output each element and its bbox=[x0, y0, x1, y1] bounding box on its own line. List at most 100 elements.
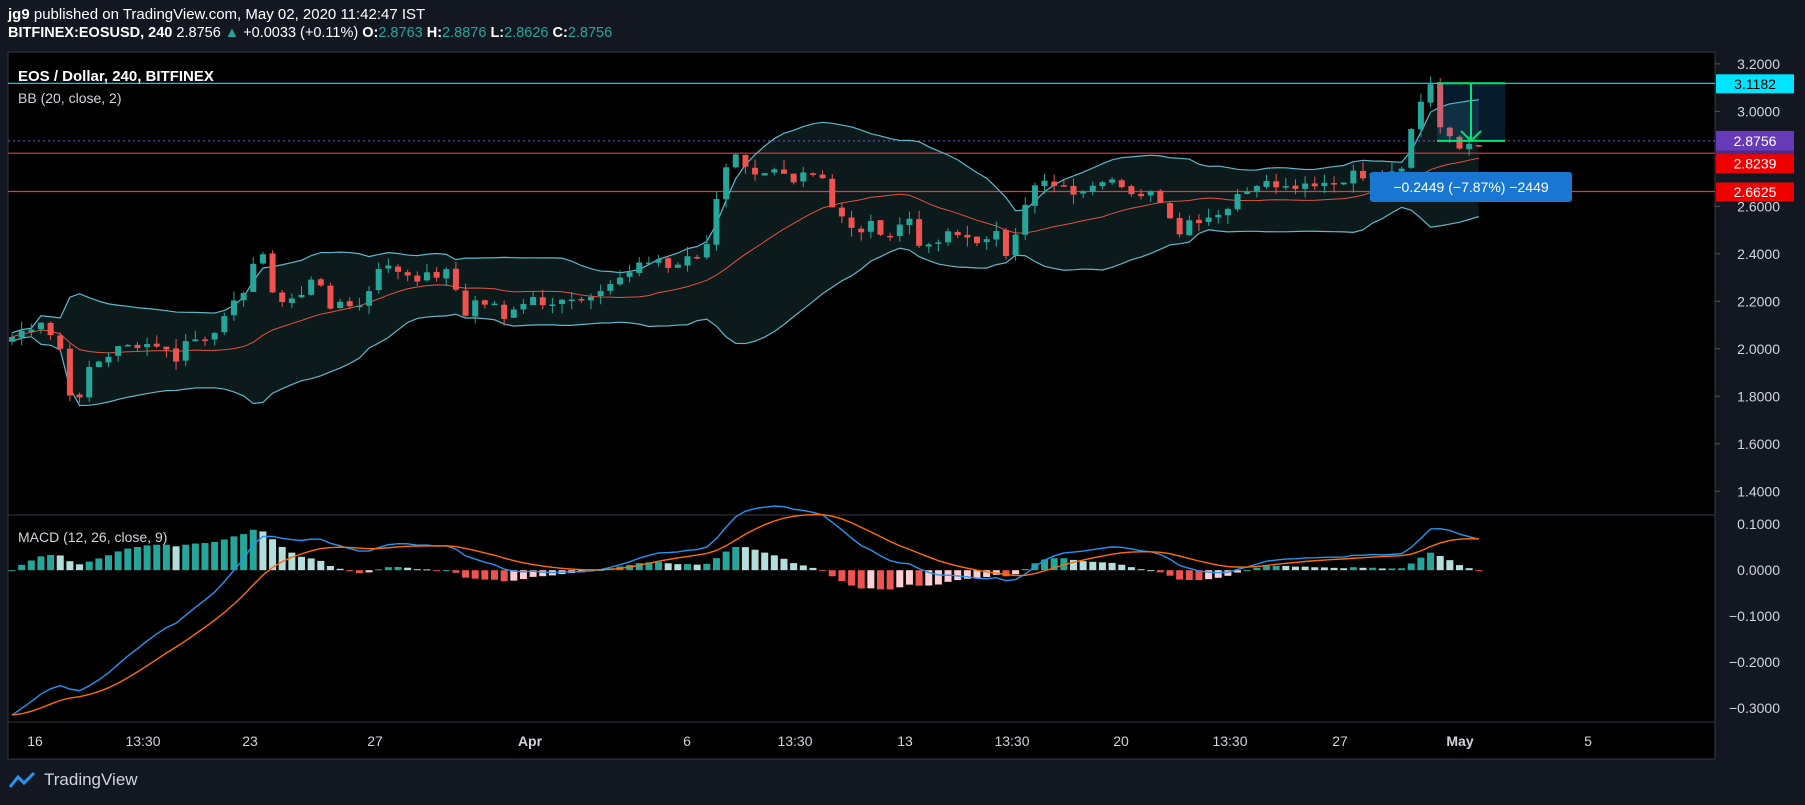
candle-body bbox=[1340, 182, 1347, 185]
macd-histogram-bar bbox=[278, 546, 286, 571]
macd-histogram-bar bbox=[1330, 567, 1338, 571]
candle-body bbox=[163, 346, 170, 350]
macd-histogram-bar bbox=[809, 567, 817, 571]
macd-histogram-bar bbox=[1079, 561, 1087, 571]
candle-body bbox=[1070, 185, 1077, 195]
candle-body bbox=[906, 218, 913, 226]
candle-body bbox=[221, 316, 228, 333]
level-2-tag-bg bbox=[1716, 182, 1794, 202]
macd-histogram-bar bbox=[249, 529, 257, 571]
macd-histogram-bar bbox=[539, 570, 547, 577]
candle-body bbox=[202, 339, 208, 341]
candle-body bbox=[1109, 179, 1116, 183]
bb-indicator-label[interactable]: BB (20, close, 2) bbox=[18, 90, 122, 106]
price-tick-label: 3.0000 bbox=[1737, 103, 1780, 119]
level-1-tag-bg bbox=[1716, 154, 1794, 174]
candle-body bbox=[491, 303, 498, 306]
candle-body bbox=[983, 239, 990, 243]
macd-histogram-bar bbox=[655, 561, 663, 571]
candle-body bbox=[694, 257, 701, 259]
candle-body bbox=[105, 356, 112, 363]
macd-histogram-bar bbox=[510, 570, 518, 581]
candle-body bbox=[674, 264, 681, 268]
candle-body bbox=[742, 154, 749, 167]
macd-tick-label: 0.1000 bbox=[1737, 516, 1780, 532]
candle-body bbox=[66, 348, 73, 396]
candle-body bbox=[1234, 194, 1241, 210]
macd-histogram-bar bbox=[105, 555, 112, 571]
candle-body bbox=[954, 231, 961, 236]
macd-histogram-bar bbox=[828, 570, 836, 577]
macd-histogram-bar bbox=[346, 570, 354, 572]
candle-body bbox=[250, 263, 257, 292]
macd-histogram-bar bbox=[76, 564, 84, 571]
price-tick-label: 1.8000 bbox=[1737, 388, 1780, 404]
candle-body bbox=[771, 169, 778, 173]
macd-histogram-bar bbox=[442, 570, 450, 572]
macd-histogram-bar bbox=[1118, 564, 1126, 571]
high-value: 2.8876 bbox=[442, 25, 487, 41]
time-tick-label: 5 bbox=[1584, 733, 1592, 749]
author-name[interactable]: jg9 bbox=[8, 6, 30, 23]
candle-body bbox=[1446, 127, 1453, 137]
macd-histogram-bar bbox=[1427, 552, 1435, 571]
macd-histogram-bar bbox=[1282, 565, 1290, 571]
low-value: 2.8626 bbox=[504, 25, 549, 41]
measure-label-box[interactable] bbox=[1370, 172, 1572, 202]
bb-band-fill bbox=[12, 99, 1479, 406]
symbol-name: BITFINEX:EOSUSD, 240 bbox=[8, 25, 173, 41]
candle-body bbox=[1176, 218, 1183, 235]
macd-tick-label: 0.0000 bbox=[1737, 562, 1780, 578]
macd-histogram-bar bbox=[317, 560, 325, 571]
macd-histogram-bar bbox=[896, 570, 904, 588]
macd-histogram-bar bbox=[201, 543, 209, 571]
macd-histogram-bar bbox=[944, 570, 952, 582]
candle-body bbox=[945, 231, 952, 243]
macd-histogram-bar bbox=[838, 570, 846, 582]
macd-histogram-bar bbox=[66, 561, 74, 571]
candle-body bbox=[829, 178, 836, 208]
candle-body bbox=[916, 219, 923, 246]
candle-body bbox=[433, 271, 440, 278]
open-label: O: bbox=[362, 25, 379, 41]
candle-body bbox=[588, 296, 594, 301]
macd-histogram-bar bbox=[1349, 567, 1357, 571]
candle-body bbox=[935, 242, 942, 244]
macd-indicator-label[interactable]: MACD (12, 26, close, 9) bbox=[18, 529, 167, 545]
macd-histogram-bar bbox=[1417, 557, 1425, 571]
macd-histogram-bar bbox=[404, 567, 412, 571]
macd-histogram-bar bbox=[780, 558, 788, 571]
candle-body bbox=[346, 301, 353, 307]
candle-body bbox=[308, 279, 315, 295]
time-tick-label: May bbox=[1446, 733, 1473, 749]
macd-histogram-bar bbox=[230, 536, 238, 571]
price-tick-label: 1.4000 bbox=[1737, 483, 1780, 499]
level-1-tag: 2.8239 bbox=[1734, 156, 1777, 172]
macd-histogram-bar bbox=[1185, 570, 1193, 581]
publish-line: jg9 published on TradingView.com, May 02… bbox=[8, 6, 425, 23]
macd-histogram-bar bbox=[298, 556, 305, 571]
published-text: published on TradingView.com, May 02, 20… bbox=[33, 6, 426, 23]
candle-body bbox=[1215, 214, 1222, 218]
candle-body bbox=[95, 361, 102, 368]
candle-body bbox=[124, 344, 131, 347]
candle-body bbox=[366, 291, 373, 306]
time-tick-label: 13:30 bbox=[1212, 733, 1247, 749]
candle-body bbox=[1466, 143, 1473, 150]
chart-title: EOS / Dollar, 240, BITFINEX bbox=[18, 68, 214, 85]
candle-body bbox=[636, 262, 643, 273]
candle-body bbox=[1282, 186, 1289, 188]
candle-body bbox=[1244, 191, 1251, 194]
macd-histogram-bar bbox=[288, 552, 296, 571]
macd-histogram-bar bbox=[1108, 562, 1116, 571]
macd-histogram-bar bbox=[1378, 568, 1386, 571]
macd-histogram-bar bbox=[1137, 569, 1145, 571]
macd-histogram-bar bbox=[133, 546, 141, 571]
macd-histogram-bar bbox=[905, 570, 913, 585]
candle-body bbox=[443, 269, 450, 279]
candle-body bbox=[781, 169, 787, 174]
candle-body bbox=[1263, 181, 1270, 187]
candle-body bbox=[259, 254, 266, 264]
tradingview-logo[interactable]: TradingView bbox=[8, 770, 138, 790]
